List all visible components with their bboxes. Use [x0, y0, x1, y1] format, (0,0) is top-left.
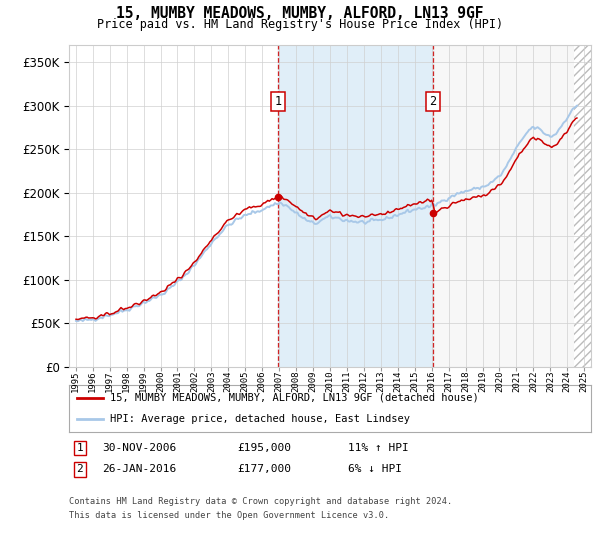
Text: 2011: 2011 [343, 371, 352, 392]
Text: 2: 2 [430, 95, 436, 108]
Text: 15, MUMBY MEADOWS, MUMBY, ALFORD, LN13 9GF: 15, MUMBY MEADOWS, MUMBY, ALFORD, LN13 9… [116, 6, 484, 21]
Text: Contains HM Land Registry data © Crown copyright and database right 2024.: Contains HM Land Registry data © Crown c… [69, 497, 452, 506]
Text: 2007: 2007 [275, 371, 284, 392]
Text: 1996: 1996 [88, 371, 97, 392]
Bar [433, 45, 574, 367]
Text: HPI: Average price, detached house, East Lindsey: HPI: Average price, detached house, East… [110, 414, 410, 424]
Text: 2001: 2001 [173, 371, 182, 392]
Text: 2019: 2019 [478, 371, 487, 392]
Text: 2004: 2004 [224, 371, 233, 392]
Text: 2022: 2022 [529, 371, 538, 392]
Text: Price paid vs. HM Land Registry's House Price Index (HPI): Price paid vs. HM Land Registry's House … [97, 18, 503, 31]
Text: 1999: 1999 [139, 371, 148, 392]
Text: 2000: 2000 [156, 371, 165, 392]
Text: 2010: 2010 [325, 371, 335, 392]
Text: 6% ↓ HPI: 6% ↓ HPI [348, 464, 402, 474]
Text: 2015: 2015 [410, 371, 419, 392]
Text: 2006: 2006 [258, 371, 267, 392]
Text: 2003: 2003 [207, 371, 216, 392]
Text: 2023: 2023 [546, 371, 555, 392]
Text: 2009: 2009 [308, 371, 317, 392]
Text: 2002: 2002 [190, 371, 199, 392]
Text: 2017: 2017 [444, 371, 453, 392]
Bar [574, 45, 591, 367]
Bar [278, 45, 433, 367]
Text: 26-JAN-2016: 26-JAN-2016 [102, 464, 176, 474]
Text: £177,000: £177,000 [237, 464, 291, 474]
Text: 2018: 2018 [461, 371, 470, 392]
Text: 1: 1 [274, 95, 281, 108]
Text: 2024: 2024 [563, 371, 572, 392]
Text: 11% ↑ HPI: 11% ↑ HPI [348, 443, 409, 453]
Text: 2025: 2025 [580, 371, 589, 392]
Text: 2020: 2020 [495, 371, 504, 392]
Text: 2: 2 [76, 464, 83, 474]
Text: 2016: 2016 [427, 371, 436, 392]
Text: 2008: 2008 [292, 371, 301, 392]
Text: 1995: 1995 [71, 371, 80, 392]
Text: 15, MUMBY MEADOWS, MUMBY, ALFORD, LN13 9GF (detached house): 15, MUMBY MEADOWS, MUMBY, ALFORD, LN13 9… [110, 393, 478, 403]
Text: 1: 1 [76, 443, 83, 453]
Text: 2021: 2021 [512, 371, 521, 392]
Text: 2014: 2014 [393, 371, 402, 392]
Text: This data is licensed under the Open Government Licence v3.0.: This data is licensed under the Open Gov… [69, 511, 389, 520]
Text: 1998: 1998 [122, 371, 131, 392]
Text: 2012: 2012 [359, 371, 368, 392]
Text: 2013: 2013 [376, 371, 385, 392]
Text: 1997: 1997 [105, 371, 114, 392]
Text: 2005: 2005 [241, 371, 250, 392]
Text: 30-NOV-2006: 30-NOV-2006 [102, 443, 176, 453]
Text: £195,000: £195,000 [237, 443, 291, 453]
